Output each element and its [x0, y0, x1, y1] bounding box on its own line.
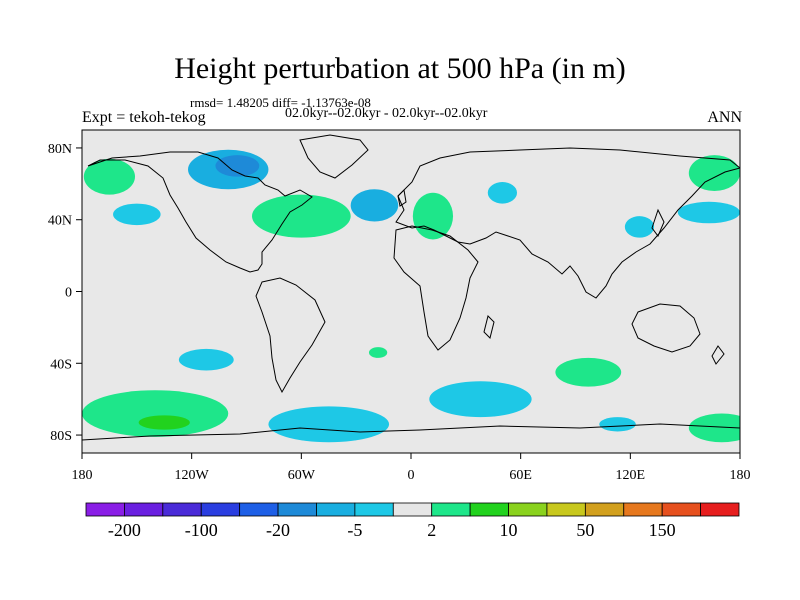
colorbar-swatch [162, 502, 202, 517]
lat-tick-label: 0 [65, 286, 72, 301]
anomaly-east-asia-low [624, 216, 655, 238]
lon-tick-label: 60E [509, 468, 532, 483]
anomaly-antarctic-indian-low [429, 381, 532, 418]
colorbar-swatch [431, 502, 471, 517]
anomaly-north-pacific-low [113, 203, 161, 226]
colorbar-swatch [546, 502, 586, 517]
anomaly-southern-ocean-high [82, 390, 229, 437]
colorbar-label: -20 [266, 520, 290, 540]
colorbar-label: -200 [108, 520, 141, 540]
experiment-label: Expt = tekoh-tekog [82, 109, 206, 126]
colorbar-swatch [124, 502, 164, 517]
lat-tick-label: 40S [50, 357, 72, 372]
colorbar-swatch [661, 502, 701, 517]
anomaly-antarctic-atlantic-low [268, 406, 390, 443]
anomaly-sw-pacific-high [688, 413, 740, 443]
anomaly-south-atlantic-high [368, 347, 388, 358]
colorbar-swatch [584, 502, 625, 517]
colorbar-label: 50 [576, 520, 594, 540]
colorbar-swatch [277, 502, 317, 517]
colorbar-swatch [508, 502, 548, 517]
anomaly-south-pacific-low [178, 348, 234, 371]
stats-line: rmsd= 1.48205 diff= -1.13763e-08 [190, 95, 371, 110]
lat-tick-label: 40N [48, 214, 72, 229]
colorbar-label: -5 [347, 520, 362, 540]
anomaly-ross-low [599, 417, 636, 432]
colorbar-swatch [85, 502, 125, 517]
lon-tick-label: 180 [730, 468, 751, 483]
coastlines [82, 134, 740, 441]
colorbar-swatch [392, 502, 433, 517]
anomaly-north-canada-core [215, 155, 260, 177]
anomaly-mid-atlantic-low [350, 189, 399, 222]
anomaly-bering-high [688, 155, 740, 192]
colorbar-swatch [469, 502, 509, 517]
period-label: 02.0kyr--02.0kyr - 02.0kyr--02.0kyr [285, 106, 488, 121]
lon-tick-label: 180 [72, 468, 93, 483]
colorbar-label: -100 [185, 520, 218, 540]
anomaly-alaska-high [83, 158, 136, 195]
colorbar-swatch [239, 502, 279, 517]
anomaly-southern-ocean-core [138, 415, 190, 430]
colorbar-swatch [200, 502, 241, 517]
lon-tick-label: 120E [616, 468, 646, 483]
lat-tick-label: 80N [48, 142, 72, 157]
lat-tick-label: 80S [50, 429, 72, 444]
colorbar-label: 2 [427, 520, 436, 540]
anomaly-nw-pacific-low [677, 201, 740, 224]
plot-title: Height perturbation at 500 hPa (in m) [174, 52, 626, 85]
colorbar-swatch [700, 502, 740, 517]
colorbar-swatch [623, 502, 663, 517]
anomaly-indian-ocean-high [555, 357, 622, 387]
lon-tick-label: 60W [288, 468, 316, 483]
anomaly-russia-low [487, 182, 518, 204]
colorbar-swatch [316, 502, 356, 517]
season-label: ANN [707, 109, 742, 126]
colorbar-label: 10 [500, 520, 518, 540]
colorbar-swatch [354, 502, 394, 517]
lon-tick-label: 0 [408, 468, 415, 483]
lon-tick-label: 120W [175, 468, 210, 483]
anomaly-north-atlantic-high [251, 194, 351, 238]
colorbar-label: 150 [649, 520, 676, 540]
